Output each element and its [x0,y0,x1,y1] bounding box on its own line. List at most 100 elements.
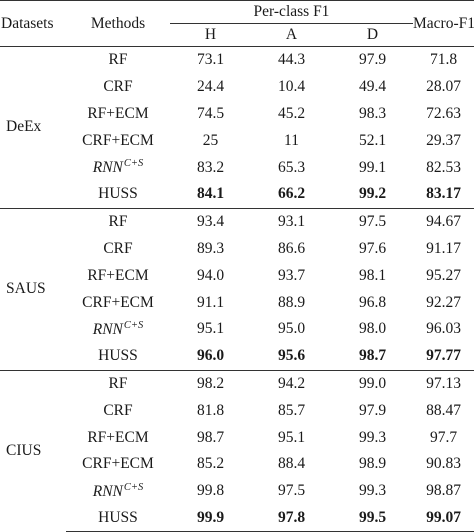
f1-h-cell: 94.0 [196,266,225,284]
macro-f1-cell: 29.37 [426,131,461,149]
f1-d-cell: 99.1 [358,158,387,176]
table-row: RNNC+S 83.2 65.3 99.1 82.53 [0,154,474,181]
macro-f1-cell: 99.07 [413,504,474,532]
f1-d-cell: 98.0 [358,320,387,338]
f1-d-cell: 99.5 [332,504,413,532]
method-cell: CRF+ECM [82,455,154,473]
f1-d-cell: 97.9 [332,45,413,74]
method-cell: RNNC+S [66,316,170,343]
f1-a-cell: 44.3 [251,45,332,74]
f1-a-cell: 97.8 [251,504,332,532]
macro-f1-cell: 96.03 [426,320,461,338]
f1-h-cell: 84.1 [196,185,225,203]
f1-a-cell: 88.9 [277,293,306,311]
f1-d-cell: 99.0 [332,369,413,398]
table-row: RF+ECM 74.5 45.2 98.3 72.63 [0,101,474,128]
macro-f1-cell: 90.83 [426,455,461,473]
dataset-cell: CIUS [0,369,66,532]
table-row: CRF+ECM 25 11 52.1 29.37 [0,127,474,154]
f1-d-cell: 98.7 [358,347,387,365]
f1-a-cell: 86.6 [277,239,306,257]
table-row: RF+ECM 98.7 95.1 99.3 97.7 [0,424,474,451]
f1-d-cell: 98.3 [358,104,387,122]
f1-d-cell: 98.1 [358,266,387,284]
f1-a-cell: 94.2 [251,369,332,398]
header-a: A [285,26,298,43]
f1-d-cell: 97.6 [358,239,387,257]
macro-f1-cell: 72.63 [426,104,461,122]
f1-h-cell: 91.1 [196,293,225,311]
f1-a-cell: 10.4 [277,78,306,96]
f1-d-cell: 97.5 [332,207,413,236]
method-cell: RNNC+S [66,478,170,505]
f1-a-cell: 93.7 [277,266,306,284]
f1-h-cell: 98.7 [196,428,225,446]
f1-h-cell: 95.1 [196,320,225,338]
header-per-class-f1: Per-class F1 [170,0,413,24]
f1-d-cell: 98.9 [358,455,387,473]
method-cell: RF+ECM [87,104,149,122]
dataset-cell: SAUS [0,207,66,371]
method-cell: RF [66,45,170,74]
f1-h-cell: 99.9 [170,504,251,532]
f1-a-cell: 45.2 [277,104,306,122]
method-cell: HUSS [98,185,138,203]
method-name: RNN [92,159,123,177]
method-superscript: C+S [123,481,144,493]
method-cell: RF+ECM [87,428,149,446]
f1-a-cell: 11 [284,131,299,149]
method-name: RNN [92,482,123,500]
table-row: CRF 89.3 86.6 97.6 91.17 [0,236,474,263]
table-row: HUSS 84.1 66.2 99.2 83.17 [0,181,474,208]
macro-f1-cell: 71.8 [413,45,474,74]
macro-f1-cell: 94.67 [413,207,474,236]
method-cell: CRF [103,401,133,419]
f1-h-cell: 85.2 [196,455,225,473]
method-cell: HUSS [66,504,170,532]
method-cell: CRF [103,239,133,257]
table-row: CRF+ECM 91.1 88.9 96.8 92.27 [0,289,474,316]
table-row: HUSS 99.9 97.8 99.5 99.07 [0,504,474,532]
macro-f1-cell: 91.17 [426,239,461,257]
f1-h-cell: 73.1 [170,45,251,74]
header-macro-f1: Macro-F1 [413,14,474,32]
macro-f1-cell: 97.13 [413,369,474,398]
method-cell: RF [66,207,170,236]
f1-h-cell: 96.0 [196,347,225,365]
dataset-cell: DeEx [0,46,66,209]
macro-f1-cell: 82.53 [426,158,461,176]
table-row: RNNC+S 99.8 97.5 99.3 98.87 [0,478,474,505]
macro-f1-cell: 98.87 [426,482,461,500]
f1-d-cell: 52.1 [358,131,387,149]
method-cell: CRF [103,78,133,96]
table-row: DeEx RF 73.1 44.3 97.9 71.8 [0,45,474,209]
f1-d-cell: 96.8 [358,293,387,311]
f1-a-cell: 95.6 [277,347,306,365]
table-header: Datasets Methods Per-class F1 Macro-F1 H… [0,0,474,47]
table-row: HUSS 96.0 95.6 98.7 97.77 [0,343,474,370]
macro-f1-cell: 95.27 [426,266,461,284]
f1-a-cell: 95.1 [277,428,306,446]
f1-a-cell: 95.0 [277,320,306,338]
f1-a-cell: 93.1 [251,207,332,236]
f1-h-cell: 89.3 [196,239,225,257]
table-row: RF+ECM 94.0 93.7 98.1 95.27 [0,262,474,289]
method-superscript: C+S [123,319,144,331]
method-cell: RF [66,369,170,398]
macro-f1-cell: 97.77 [426,347,461,365]
table-row: CRF 24.4 10.4 49.4 28.07 [0,74,474,101]
method-name: RNN [92,320,123,338]
f1-a-cell: 97.5 [277,482,306,500]
f1-h-cell: 98.2 [170,369,251,398]
f1-d-cell: 99.2 [358,185,387,203]
macro-f1-cell: 88.47 [426,401,461,419]
table-row: CIUS RF 98.2 94.2 99.0 97.13 [0,369,474,532]
table-row: CRF+ECM 85.2 88.4 98.9 90.83 [0,451,474,478]
method-cell: CRF+ECM [82,293,154,311]
macro-f1-cell: 83.17 [426,185,461,203]
table-row: SAUS RF 93.4 93.1 97.5 94.67 [0,207,474,371]
f1-d-cell: 99.3 [358,428,387,446]
macro-f1-cell: 92.27 [426,293,461,311]
